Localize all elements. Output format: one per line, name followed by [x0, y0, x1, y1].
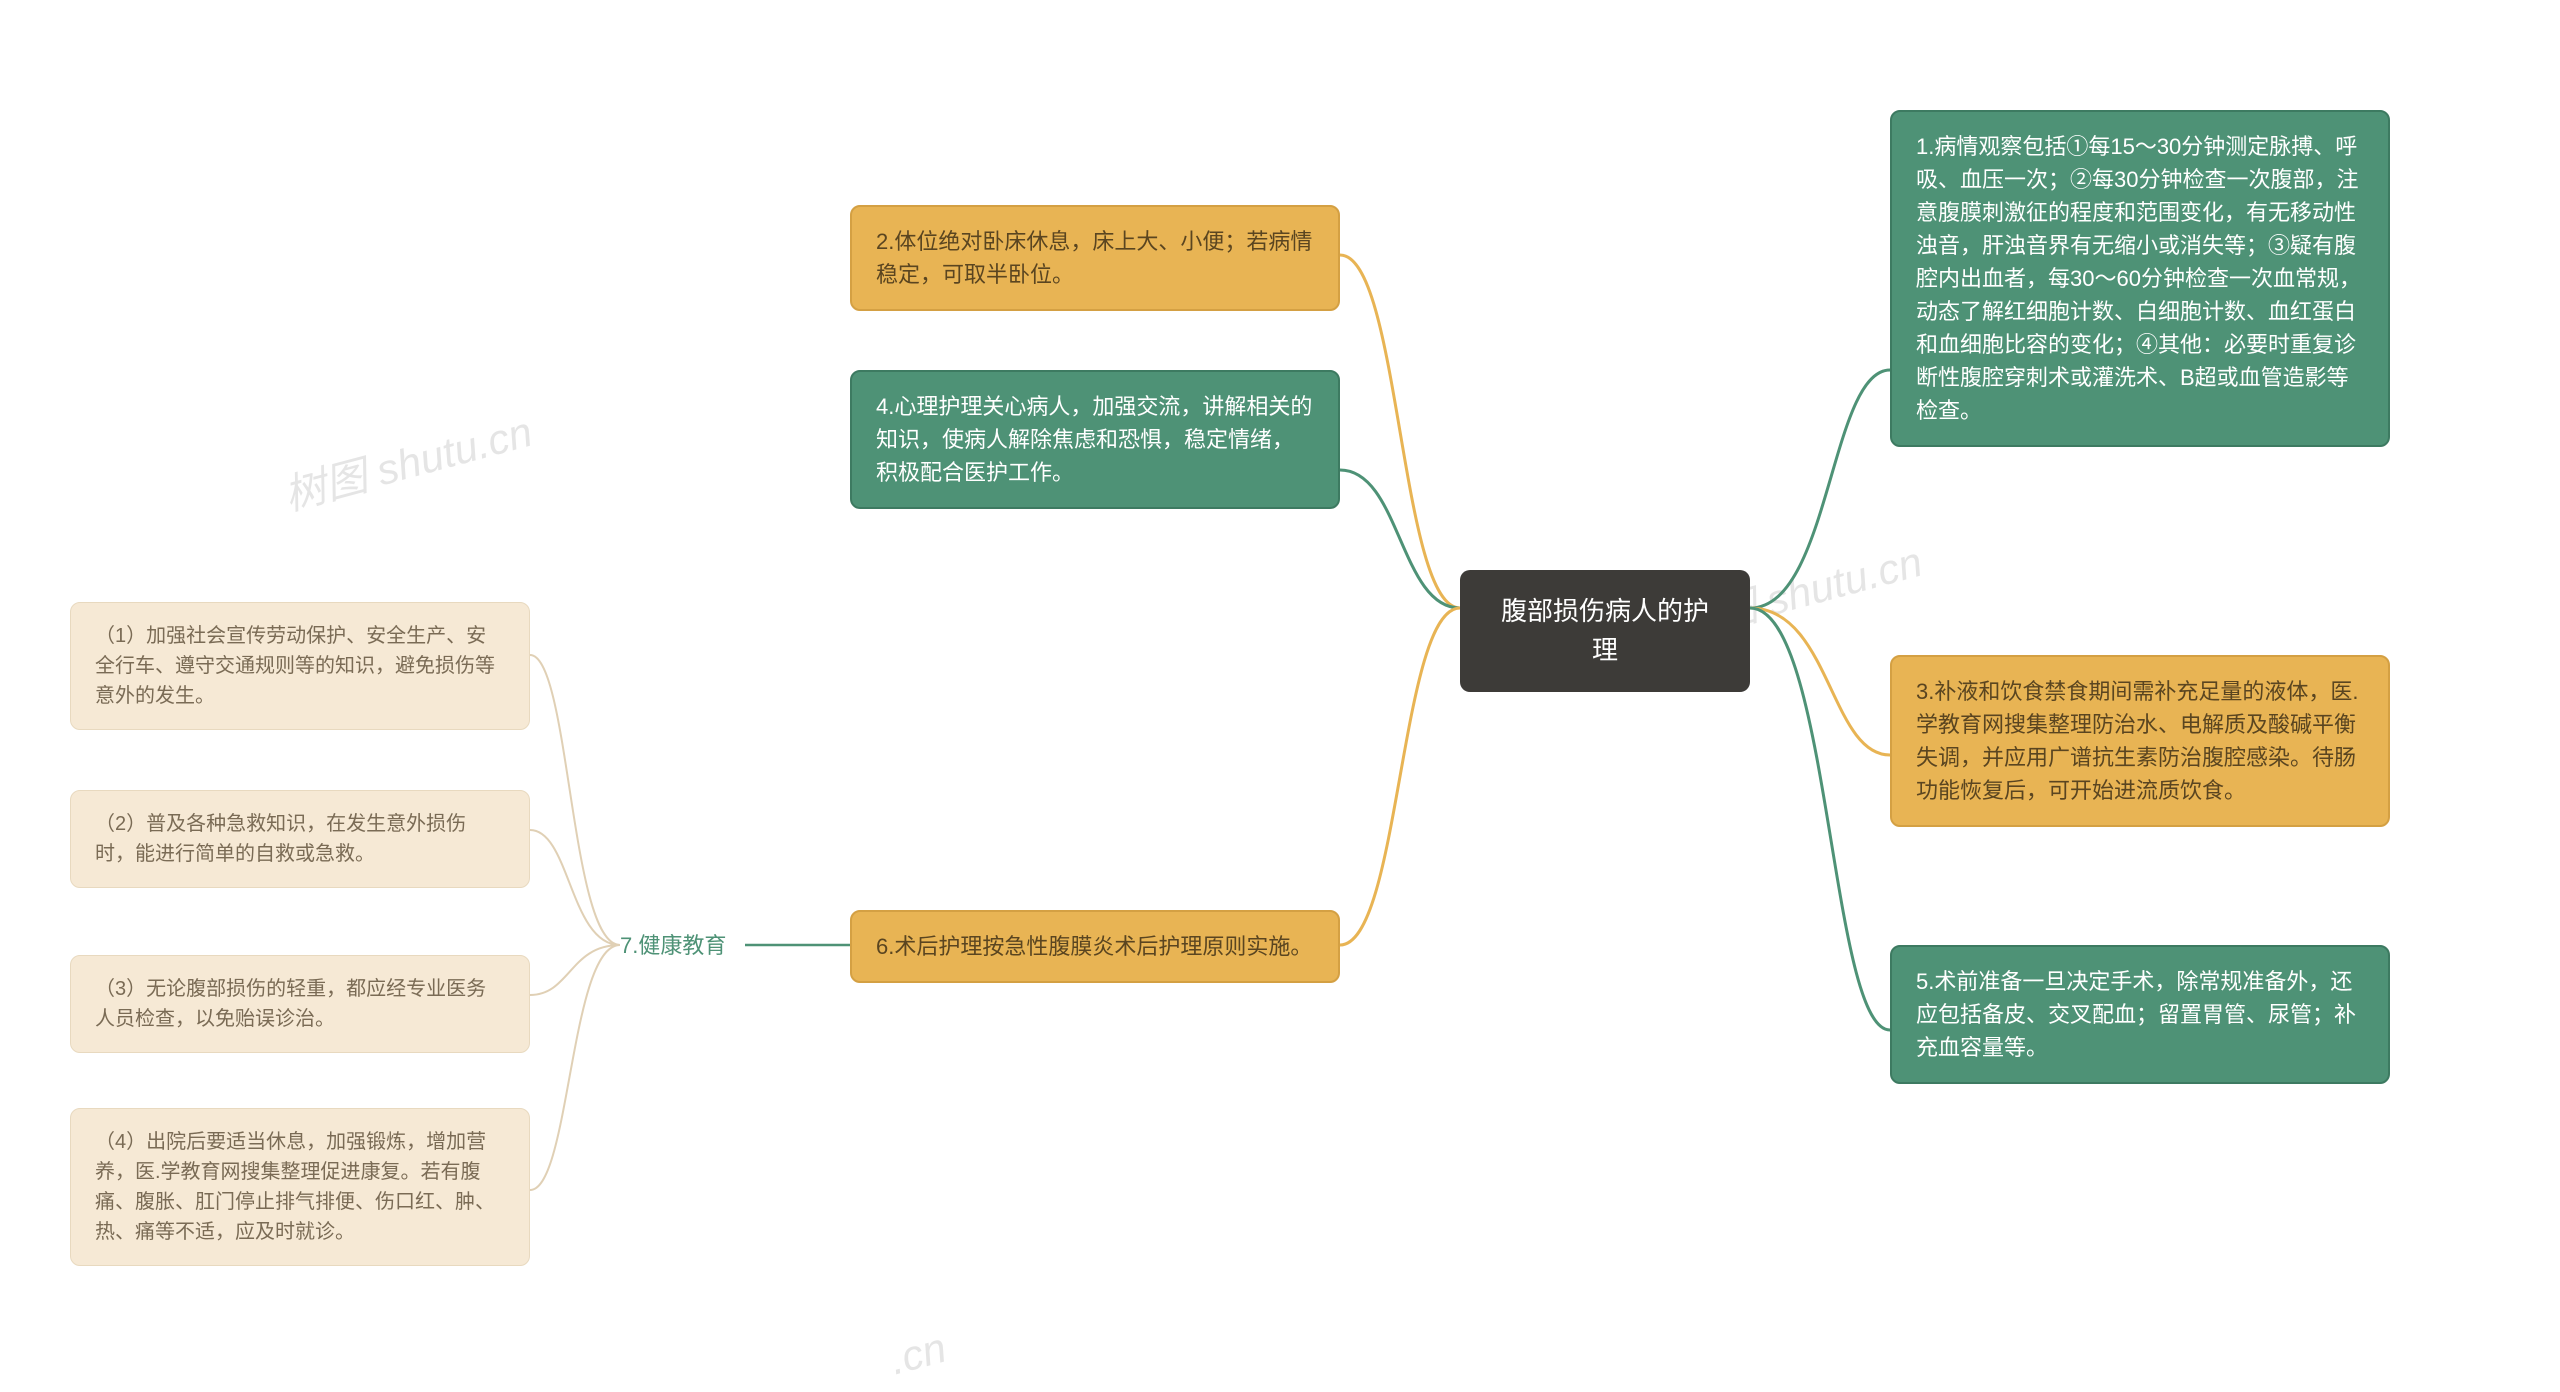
node-2-position: 2.体位绝对卧床休息，床上大、小便；若病情稳定，可取半卧位。 — [850, 205, 1340, 311]
sub-item-1: （1）加强社会宣传劳动保护、安全生产、安全行车、遵守交通规则等的知识，避免损伤等… — [70, 602, 530, 730]
node-7-health-edu: 7.健康教育 — [620, 928, 726, 960]
center-node: 腹部损伤病人的护理 — [1460, 570, 1750, 692]
node-5-preop: 5.术前准备一旦决定手术，除常规准备外，还应包括备皮、交叉配血；留置胃管、尿管；… — [1890, 945, 2390, 1084]
node-6-postop: 6.术后护理按急性腹膜炎术后护理原则实施。 — [850, 910, 1340, 983]
sub-item-4: （4）出院后要适当休息，加强锻炼，增加营养，医.学教育网搜集整理促进康复。若有腹… — [70, 1108, 530, 1266]
node-3-fluid-diet: 3.补液和饮食禁食期间需补充足量的液体，医.学教育网搜集整理防治水、电解质及酸碱… — [1890, 655, 2390, 827]
sub-item-3: （3）无论腹部损伤的轻重，都应经专业医务人员检查，以免贻误诊治。 — [70, 955, 530, 1053]
sub-item-2: （2）普及各种急救知识，在发生意外损伤时，能进行简单的自救或急救。 — [70, 790, 530, 888]
node-1-observation: 1.病情观察包括①每15～30分钟测定脉搏、呼吸、血压一次；②每30分钟检查一次… — [1890, 110, 2390, 447]
watermark-1: 树图 shutu.cn — [276, 398, 538, 523]
node-4-psychological: 4.心理护理关心病人，加强交流，讲解相关的知识，使病人解除焦虑和恐惧，稳定情绪，… — [850, 370, 1340, 509]
watermark-3: .cn — [885, 1324, 952, 1385]
